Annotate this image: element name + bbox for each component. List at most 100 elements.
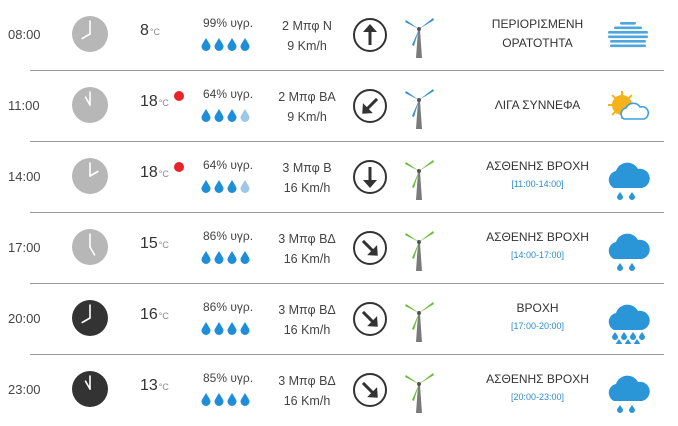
wind-turbine-icon <box>405 160 434 200</box>
row-divider <box>30 70 664 71</box>
wind-beaufort: 3 Μπφ ΒΔ <box>278 374 336 388</box>
row-temperature: 13°C <box>140 377 169 395</box>
humidity-drops-icon <box>201 180 250 193</box>
row-wind: 2 Μπφ ΒΑ 9 Km/h <box>262 87 352 127</box>
forecast-row: 08:00 8°C 99% υγρ. 2 Μπφ Ν 9 Km/h ΠΕΡΙΟΡΙ… <box>0 0 678 71</box>
humidity-drops-icon <box>201 322 250 335</box>
temperature-value: 15 <box>140 235 158 252</box>
condition-line-2: ΟΡΑΤΟΤΗΤΑ <box>502 36 573 50</box>
row-condition: ΑΣΘΕΝΗΣ ΒΡΟΧΗ [11:00-14:00] <box>455 157 620 189</box>
light-rain-icon <box>608 162 650 200</box>
wind-beaufort: 3 Μπφ ΒΔ <box>278 303 336 317</box>
light-rain-icon <box>608 375 650 413</box>
condition-time-range: [11:00-14:00] <box>511 179 564 189</box>
clock-icon <box>72 371 108 407</box>
condition-line-1: ΑΣΘΕΝΗΣ ΒΡΟΧΗ <box>486 372 589 386</box>
row-wind: 3 Μπφ ΒΔ 16 Km/h <box>262 229 352 269</box>
row-temperature: 18°C <box>140 164 169 182</box>
row-temperature: 18°C <box>140 93 169 111</box>
row-divider <box>30 212 664 213</box>
temperature-value: 18 <box>140 164 158 181</box>
temperature-value: 16 <box>140 306 158 323</box>
row-temperature: 8°C <box>140 22 160 40</box>
wind-direction-icon <box>353 160 387 194</box>
row-humidity: 86% υγρ. <box>203 229 254 243</box>
row-humidity: 85% υγρ. <box>203 371 254 385</box>
row-condition: ΠΕΡΙΟΡΙΣΜΕΝΗ ΟΡΑΤΟΤΗΤΑ <box>455 15 620 53</box>
wind-turbine-icon <box>405 89 434 129</box>
condition-time-range: [20:00-23:00] <box>510 392 565 402</box>
row-divider <box>30 354 664 355</box>
wind-direction-icon <box>353 89 387 123</box>
wind-speed: 16 Km/h <box>283 394 331 408</box>
temperature-value: 13 <box>140 377 158 394</box>
wind-turbine-icon <box>405 373 434 413</box>
wind-speed: 16 Km/h <box>283 252 331 266</box>
condition-line-1: ΛΙΓΑ ΣΥΝΝΕΦΑ <box>494 98 581 112</box>
wind-beaufort: 3 Μπφ ΒΔ <box>278 232 336 246</box>
rain-icon <box>608 304 650 344</box>
light-rain-icon <box>608 233 650 271</box>
clock-icon <box>72 229 108 265</box>
row-wind: 2 Μπφ Ν 9 Km/h <box>262 16 352 56</box>
wind-speed: 9 Km/h <box>287 110 327 124</box>
humidity-drops-icon <box>201 38 250 51</box>
row-time: 11:00 <box>8 98 40 113</box>
condition-line-1: ΑΣΘΕΝΗΣ ΒΡΟΧΗ <box>486 159 589 173</box>
row-humidity: 64% υγρ. <box>203 87 254 101</box>
wind-direction-icon <box>353 231 387 265</box>
condition-line-1: ΑΣΘΕΝΗΣ ΒΡΟΧΗ <box>486 230 589 244</box>
wind-speed: 16 Km/h <box>283 181 331 195</box>
alert-dot <box>174 162 184 172</box>
clock-icon <box>72 300 108 336</box>
clock-icon <box>72 158 108 194</box>
condition-time-range: [17:00-20:00] <box>510 321 565 331</box>
temperature-unit: °C <box>158 169 169 179</box>
clock-icon <box>72 16 108 52</box>
condition-time-range: [14:00-17:00] <box>510 250 565 260</box>
wind-turbine-icon <box>405 18 434 58</box>
temperature-unit: °C <box>149 27 161 37</box>
row-time: 20:00 <box>8 311 41 326</box>
humidity-drops-icon <box>201 109 250 122</box>
row-condition: ΑΣΘΕΝΗΣ ΒΡΟΧΗ [20:00-23:00] <box>455 370 620 402</box>
row-time: 23:00 <box>8 382 41 397</box>
row-time: 08:00 <box>8 27 41 42</box>
row-time: 14:00 <box>8 169 41 184</box>
row-condition: ΛΙΓΑ ΣΥΝΝΕΦΑ <box>455 96 620 115</box>
wind-turbine-icon <box>405 231 434 271</box>
forecast-row: 20:00 16°C 86% υγρ. 3 Μπφ ΒΔ 16 Km/h ΒΡΟΧ… <box>0 284 678 355</box>
wind-direction-icon <box>353 302 387 336</box>
condition-line-1: ΠΕΡΙΟΡΙΣΜΕΝΗ <box>491 17 584 31</box>
row-divider <box>30 141 664 142</box>
partly-cloudy-icon <box>608 91 650 120</box>
row-humidity: 99% υγρ. <box>203 16 254 30</box>
wind-speed: 16 Km/h <box>283 323 331 337</box>
row-wind: 3 Μπφ Β 16 Km/h <box>262 158 352 198</box>
temperature-value: 8 <box>140 22 149 39</box>
wind-beaufort: 3 Μπφ Β <box>282 161 332 175</box>
wind-turbine-icon <box>405 302 434 342</box>
condition-line-1: ΒΡΟΧΗ <box>516 301 559 315</box>
row-time: 17:00 <box>8 240 41 255</box>
row-condition: ΑΣΘΕΝΗΣ ΒΡΟΧΗ [14:00-17:00] <box>455 228 620 260</box>
wind-beaufort: 2 Μπφ ΒΑ <box>278 90 336 104</box>
row-humidity: 86% υγρ. <box>203 300 254 314</box>
forecast-row: 11:00 18°C 64% υγρ. 2 Μπφ ΒΑ 9 Km/h ΛΙΓΑ … <box>0 71 678 142</box>
humidity-drops-icon <box>201 251 250 264</box>
wind-direction-icon <box>353 18 387 52</box>
temperature-unit: °C <box>158 382 169 392</box>
forecast-row: 23:00 13°C 85% υγρ. 3 Μπφ ΒΔ 16 Km/h ΑΣΘΕ… <box>0 355 678 426</box>
clock-icon <box>72 87 108 123</box>
forecast-row: 14:00 18°C 64% υγρ. 3 Μπφ Β 16 Km/h ΑΣΘΕΝ… <box>0 142 678 213</box>
temperature-value: 18 <box>140 93 158 110</box>
humidity-drops-icon <box>201 393 250 406</box>
wind-direction-icon <box>353 373 387 407</box>
temperature-unit: °C <box>158 311 169 321</box>
row-temperature: 15°C <box>140 235 169 253</box>
temperature-unit: °C <box>158 240 169 250</box>
forecast-row: 17:00 15°C 86% υγρ. 3 Μπφ ΒΔ 16 Km/h ΑΣΘΕ… <box>0 213 678 284</box>
row-temperature: 16°C <box>140 306 169 324</box>
row-humidity: 64% υγρ. <box>203 158 254 172</box>
temperature-unit: °C <box>158 98 169 108</box>
